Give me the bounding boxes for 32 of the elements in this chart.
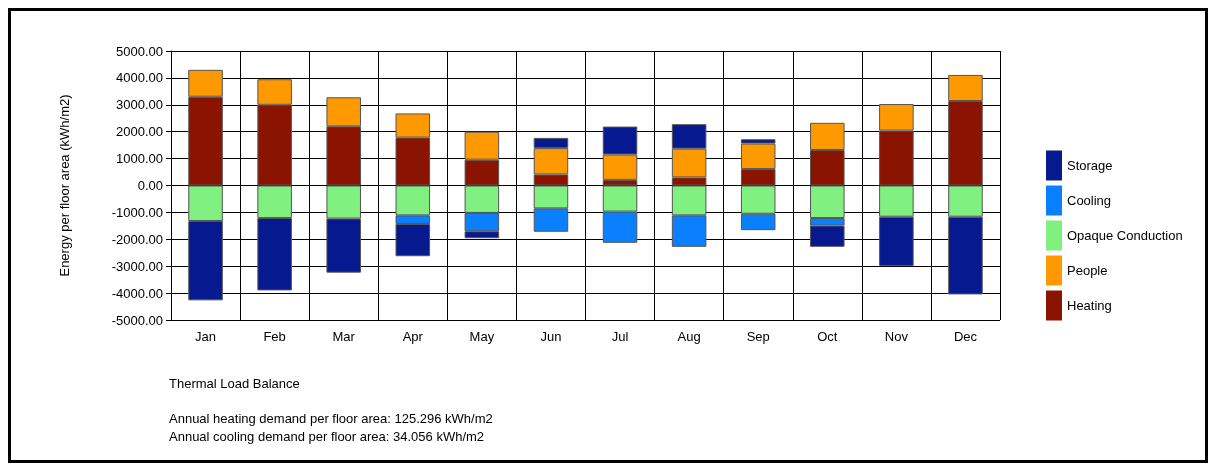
text: Annual cooling demand per floor area: 34.056 kWh/m2 (169, 429, 485, 444)
x-tick-label: Apr (402, 329, 424, 344)
y-tick-label: -1000.00 (111, 204, 163, 220)
y-tick-label: 1000.00 (116, 151, 163, 167)
x-tick-label: Feb (263, 329, 286, 344)
x-tick-label: Jun (540, 329, 562, 344)
legend-label: Storage (1067, 158, 1113, 173)
legend-label: Opaque Conduction (1067, 228, 1183, 243)
x-tick-label: Mar (332, 329, 356, 344)
y-tick-label: 3000.00 (116, 97, 163, 113)
y-tick-label: -4000.00 (111, 285, 163, 301)
legend-label: Heating (1067, 298, 1112, 313)
text: Thermal Load Balance (169, 376, 300, 391)
x-tick-label: Dec (953, 329, 978, 344)
legend-label: Cooling (1067, 193, 1112, 208)
text: Annual heating demand per floor area: 125.296 kWh/m2 (169, 411, 493, 426)
x-tick-label: May (469, 329, 495, 344)
x-tick-label: Aug (677, 329, 701, 344)
x-tick-label: Oct (817, 329, 838, 344)
y-tick-label: -5000.00 (111, 312, 163, 328)
x-tick-label: Nov (884, 329, 909, 344)
y-tick-label: -3000.00 (111, 258, 163, 274)
legend-label: People (1067, 263, 1108, 278)
y-tick-label: 0.00 (137, 178, 163, 193)
y-tick-label: 2000.00 (116, 124, 163, 140)
x-tick-label: Jan (195, 329, 217, 344)
y-tick-label: 5000.00 (116, 43, 163, 59)
y-axis-title: Energy per floor area (kWh/m2) (57, 94, 72, 277)
y-tick-label: -2000.00 (111, 231, 163, 247)
x-tick-label: Sep (746, 329, 770, 344)
y-tick-label: 4000.00 (116, 70, 163, 86)
x-tick-label: Jul (611, 329, 629, 344)
